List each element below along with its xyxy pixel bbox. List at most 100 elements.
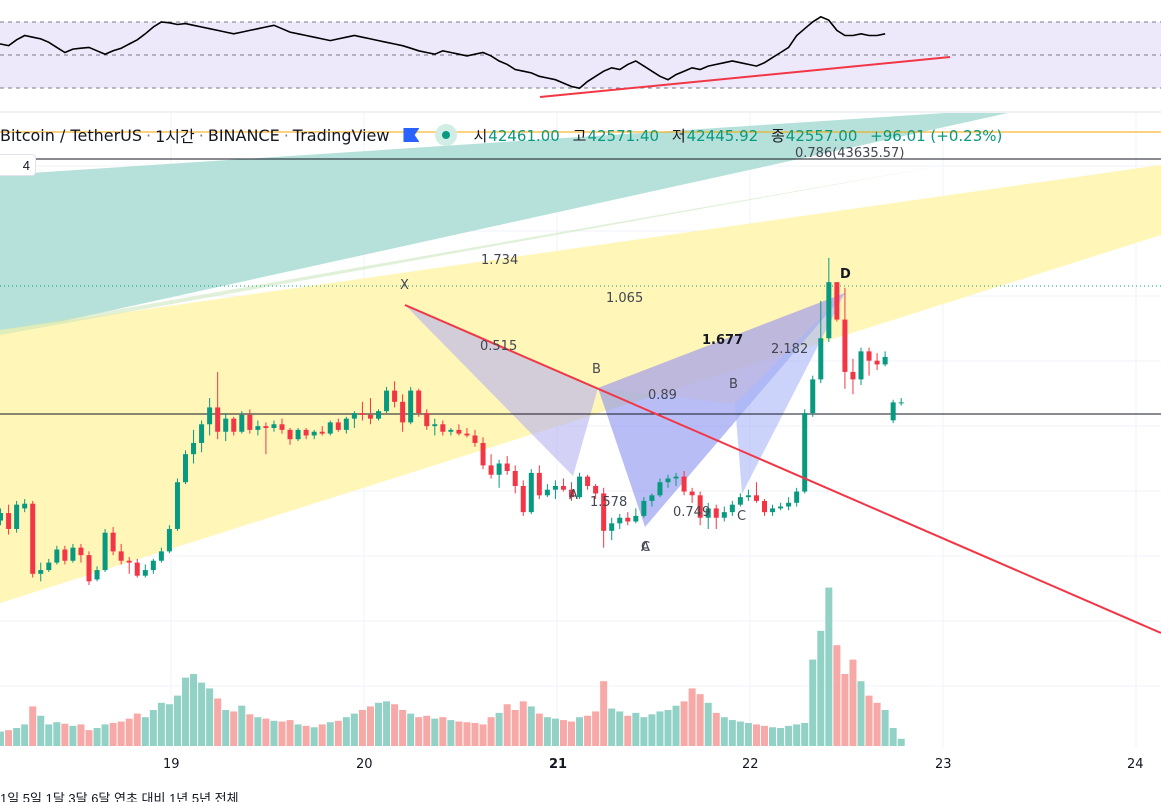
harmonic-labels: X A B C D A B C 0.515 0.89 1.578 0.749 1… [400, 253, 851, 555]
candle-body [617, 517, 623, 524]
candle-body [601, 493, 607, 531]
volume-bar [149, 710, 157, 746]
candle-body [569, 489, 574, 498]
volume-bar [21, 724, 29, 746]
rsi-line [0, 15, 886, 90]
candle-body [762, 500, 767, 513]
volume-bar [173, 695, 181, 746]
volume-bar [600, 681, 608, 746]
volume-bar [664, 710, 672, 746]
volume-bar [13, 728, 21, 746]
candle-body [737, 497, 743, 505]
candle-body [408, 390, 414, 423]
volume-bar [141, 717, 149, 746]
volume-bar [439, 717, 447, 746]
candle-body [778, 506, 784, 509]
x-tick-20: 20 [356, 757, 373, 772]
volume-bar [0, 731, 5, 746]
volume-bar [431, 718, 439, 746]
harmonic-triangle-abd [598, 293, 845, 404]
volume-bar [45, 724, 53, 746]
volume-bar [447, 720, 455, 746]
volume-bar [511, 710, 519, 746]
volume-bar [761, 725, 768, 746]
candle-body [255, 426, 261, 430]
range-bar[interactable]: 1일 5일 1달 3달 6달 연초 대비 1년 5년 전체 [0, 788, 1161, 802]
x-tick-22: 22 [742, 757, 759, 772]
close-value: 42557.00 [785, 126, 858, 145]
volume-bar [165, 704, 173, 746]
volume-bar [793, 724, 801, 746]
candle-body [295, 429, 301, 440]
volume-bar [302, 725, 310, 746]
candle-body [480, 442, 486, 466]
candle-body [826, 282, 832, 339]
candle-body [496, 463, 502, 475]
volume-bar [455, 721, 463, 746]
down-trendline [404, 304, 1161, 634]
candle-body [94, 570, 100, 580]
candle-body [577, 476, 583, 498]
candle-body [327, 422, 333, 434]
volume-bar [391, 704, 399, 746]
flag-icon[interactable] [403, 128, 420, 142]
point-d-label: D [840, 267, 851, 282]
change-value: +96.01 (+0.23%) [870, 126, 1003, 145]
low-label: 저 [671, 126, 686, 145]
volume-bar [688, 688, 696, 746]
volume-bar [624, 715, 632, 746]
volume-bar [85, 730, 93, 746]
volume-bar [559, 720, 567, 746]
harmonic-triangle-cd [735, 293, 845, 494]
volume-bar [198, 682, 206, 746]
candle-body [14, 504, 20, 529]
separator-dot: · [146, 125, 152, 145]
candle-body [593, 485, 599, 494]
fib-level-label: 0.786(43635.57) [795, 146, 904, 161]
volume-bar [672, 705, 680, 746]
volume-bar [182, 677, 189, 746]
separator-dot: · [283, 125, 289, 145]
candle-body [376, 411, 381, 419]
candle-body [448, 429, 454, 432]
symbol-name[interactable]: Bitcoin / TetherUS [0, 125, 143, 145]
volume-bar [809, 659, 817, 746]
volume-bar [833, 645, 841, 746]
candle-body [46, 562, 52, 571]
candle-body [70, 547, 76, 561]
volume-bars [0, 587, 905, 746]
volume-bar [383, 701, 391, 746]
market-status-icon[interactable] [435, 124, 458, 146]
point-c2-label: C [737, 509, 746, 524]
range-buttons[interactable]: 1일 5일 1달 3달 6달 연초 대비 1년 5년 전체 [0, 791, 239, 802]
volume-bar [157, 702, 165, 746]
fib-fan-overlap [0, 165, 945, 335]
candle-body [303, 429, 309, 436]
volume-bar [479, 724, 487, 746]
candle-body [62, 549, 68, 561]
x-tick-23: 23 [935, 757, 952, 772]
candle-body [520, 485, 526, 513]
volume-bar [37, 715, 45, 746]
volume-bar [238, 705, 246, 746]
candle-body [150, 560, 156, 571]
source-label: TradingView [292, 125, 390, 145]
point-x-label: X [400, 278, 409, 293]
indicators-collapse-button[interactable]: 4 [0, 154, 36, 176]
volume-bar [616, 711, 624, 746]
volume-bar [310, 727, 318, 746]
volume-bar [399, 710, 407, 746]
volume-bar [133, 713, 141, 746]
candle-body [207, 407, 213, 425]
volume-bar [471, 722, 479, 746]
ratio-bcd: 1.578 [590, 495, 627, 510]
candle-body [271, 424, 277, 428]
ratio-cd: 0.749 [673, 505, 710, 520]
interval-label[interactable]: 1시간 [155, 127, 195, 146]
candle-body [416, 390, 422, 414]
candle-body [247, 414, 253, 430]
candle-body [834, 282, 840, 320]
fan-ratio-1: 1.734 [481, 253, 518, 268]
volume-bar [334, 720, 342, 746]
